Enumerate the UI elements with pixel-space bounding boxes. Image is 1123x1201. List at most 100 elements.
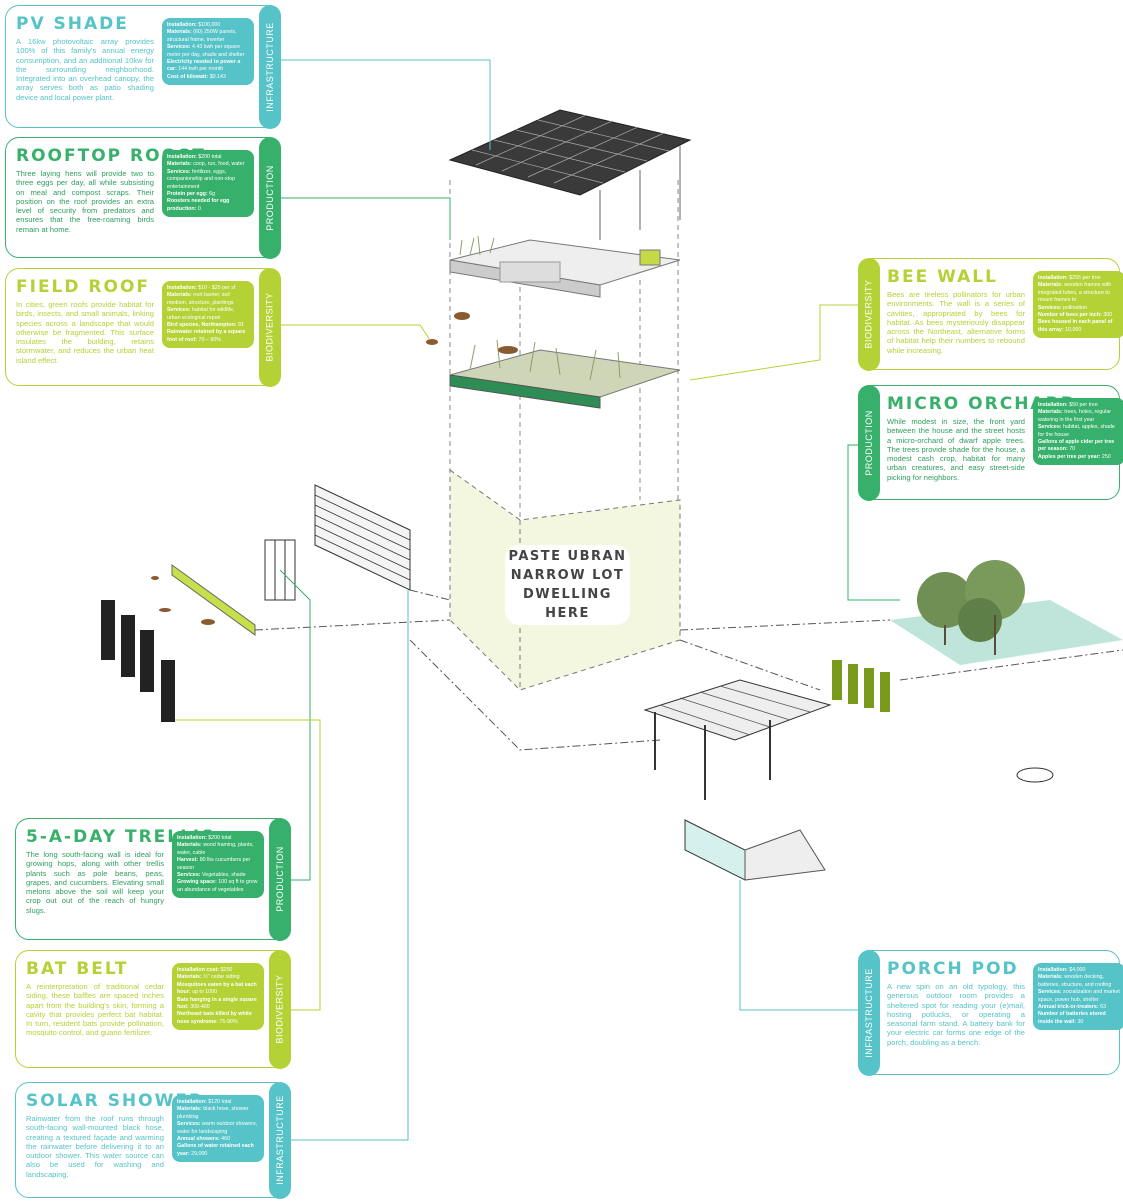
spec-label: Harvest: — [177, 857, 199, 864]
category-label: PRODUCTION — [274, 846, 285, 912]
category-tab: INFRASTRUCTURE — [268, 1081, 291, 1199]
category-tab: BIODIVERSITY — [268, 949, 291, 1069]
spec-row: Services: Vegetables, shade — [177, 872, 259, 879]
spec-value: 75-90% — [219, 1018, 238, 1025]
spec-value: socialization and market space, power hu… — [1038, 989, 1120, 1003]
spec-box: Installation: $50 per tree Materials: tre… — [1033, 398, 1123, 466]
spec-value: wooden frames with integrated tubes, a s… — [1038, 282, 1112, 304]
spec-row: Installation: $50 per tree — [1038, 402, 1120, 409]
info-panel: 5-A-DAY TRELLIS The long south-facing wal… — [15, 817, 291, 941]
dashed-connectors — [254, 589, 1123, 751]
spec-label: Materials: — [1038, 974, 1063, 981]
spec-label: Installation: — [167, 285, 197, 291]
spec-label: Number of bees per inch: — [1038, 312, 1102, 319]
spec-value: 4.43 kwh per square meter per day, shade… — [167, 44, 245, 58]
spec-row: Materials: trees, holes, regular waterin… — [1038, 409, 1120, 424]
panel-description: In cities, green roofs provide habitat f… — [16, 300, 154, 365]
spec-value: $255 per tree — [1069, 275, 1101, 281]
roost-platform — [449, 235, 681, 298]
spec-label: Materials: — [1038, 282, 1063, 289]
category-label: BIODIVERSITY — [274, 974, 285, 1044]
spec-row: Installation: $200 total — [167, 154, 249, 161]
spec-label: Bees housed in each panel of this array: — [1038, 319, 1113, 333]
spec-row: Annual showers: 460 — [177, 1136, 259, 1143]
bee-wall — [832, 660, 890, 712]
spec-row: Installation: $120 total — [177, 1099, 259, 1106]
spec-box: Installation: $120 total Materials: black… — [172, 1095, 264, 1163]
spec-row: Protein per egg: 6g — [167, 191, 249, 198]
category-label: BIODIVERSITY — [264, 292, 275, 362]
spec-label: Installation cost: — [177, 967, 220, 973]
spec-row: Installation: $200 total — [177, 835, 259, 842]
bat-belt-panels — [101, 600, 175, 722]
panel-title: FIELD ROOF — [16, 277, 151, 297]
spec-value: root barrier, soil medium, structure, pl… — [167, 292, 234, 306]
spec-row: Bees housed in each panel of this array:… — [1038, 319, 1120, 334]
spec-label: Rainwater retained by a square foot of r… — [167, 329, 246, 343]
spec-box: Installation: $100,000 Materials: (60) 25… — [162, 18, 254, 86]
spec-label: Gallons of apple cider per tree per seas… — [1038, 439, 1115, 453]
spec-value: wooden decking, batteries, structure, an… — [1038, 974, 1112, 988]
spec-row: Installation cost: $250 — [177, 967, 259, 974]
pv-array — [448, 109, 692, 240]
spec-row: Services: socialization and market space… — [1038, 989, 1120, 1004]
spec-box: Installation: $200 total Materials: wood … — [172, 831, 264, 899]
spec-label: Bird species, Northampton: — [167, 322, 237, 329]
spec-row: Annual trick-or-treaters: 63 — [1038, 1004, 1120, 1011]
spec-row: Materials: root barrier, soil medium, st… — [167, 292, 249, 307]
spec-value: 300-400 — [190, 1004, 210, 1011]
spec-row: Electricity needed to power a car: 144 k… — [167, 59, 249, 74]
spec-row: Materials: black hose, shower plumbing — [177, 1106, 259, 1121]
spec-row: Services: habitat, apples, shade for the… — [1038, 424, 1120, 439]
spec-box: Installation: $10 - $25 per sf Materials:… — [162, 281, 254, 349]
field-roof — [449, 339, 681, 409]
spec-label: Installation: — [167, 154, 197, 160]
spec-row: Services: habitat for wildlife, urban ec… — [167, 307, 249, 322]
spec-row: Services: pollination — [1038, 305, 1120, 312]
spec-label: Installation: — [1038, 967, 1068, 973]
spec-value: $0.143 — [209, 73, 226, 80]
info-panel: PV SHADE A 16kw photovoltaic array provid… — [5, 4, 281, 129]
category-label: INFRASTRUCTURE — [863, 967, 874, 1058]
category-tab: INFRASTRUCTURE — [857, 949, 880, 1076]
guide-lines — [449, 180, 679, 690]
spec-value: warm outdoor showers, water for landscap… — [177, 1121, 258, 1135]
spec-row: Northeast bats killed by white nose synd… — [177, 1011, 259, 1026]
spec-label: Protein per egg: — [167, 191, 208, 198]
spec-value: 30 — [1077, 1018, 1084, 1025]
panel-title: BAT BELT — [26, 959, 129, 979]
spec-label: Services: — [1038, 304, 1062, 311]
spec-box: Installation: $255 per tree Materials: wo… — [1033, 271, 1123, 339]
info-panel: SOLAR SHOWER Rainwater from the roof runs… — [15, 1081, 291, 1199]
spec-label: Number of batteries stored inside the wa… — [1038, 1011, 1106, 1025]
spec-row: Cost of kilowatt: $0.143 — [167, 74, 249, 81]
panel-description: A 16kw photovoltaic array provides 100% … — [16, 37, 154, 102]
spec-label: Materials: — [167, 29, 192, 36]
spec-row: Materials: wooden decking, batteries, st… — [1038, 974, 1120, 989]
spec-label: Services: — [1038, 989, 1062, 996]
spec-row: Harvest: 80 lbs cucumbers per season — [177, 857, 259, 872]
category-tab: BIODIVERSITY — [258, 267, 281, 387]
category-label: PRODUCTION — [264, 164, 275, 231]
info-panel: BAT BELT A reinterpretation of traditiona… — [15, 949, 291, 1069]
panel-description: Rainwater from the roof runs through sou… — [26, 1114, 164, 1179]
spec-label: Bats hanging in a single square foot: — [177, 996, 257, 1011]
spec-row: Services: fertilizer, eggs, companionshi… — [167, 169, 249, 191]
info-panel: BEE WALL Bees are tireless pollinators fo… — [857, 257, 1123, 371]
spec-value: habitat, apples, shade for the house — [1038, 424, 1115, 438]
spec-label: Installation: — [177, 1099, 207, 1105]
spec-value: habitat for wildlife, urban ecological r… — [167, 307, 235, 321]
spec-row: Materials: coop, run, food, water — [167, 161, 249, 168]
spec-row: Materials: ½" cedar siding — [177, 974, 259, 981]
spec-label: Annual trick-or-treaters: — [1038, 1004, 1099, 1011]
spec-row: Mosquitoes eaten by a bat each hour: up … — [177, 982, 259, 997]
panel-title: PORCH POD — [887, 959, 1019, 979]
leader-lines — [175, 59, 900, 1141]
spec-value: wood framing, plants, water, cable — [177, 842, 254, 856]
spec-value: $50 per tree — [1069, 402, 1098, 408]
spec-label: Services: — [167, 168, 191, 175]
spec-value: $120 total — [208, 1099, 232, 1105]
category-tab: BIODIVERSITY — [857, 257, 880, 371]
panel-title: 5-A-DAY TRELLIS — [26, 827, 216, 847]
spec-row: Materials: wood framing, plants, water, … — [177, 842, 259, 857]
